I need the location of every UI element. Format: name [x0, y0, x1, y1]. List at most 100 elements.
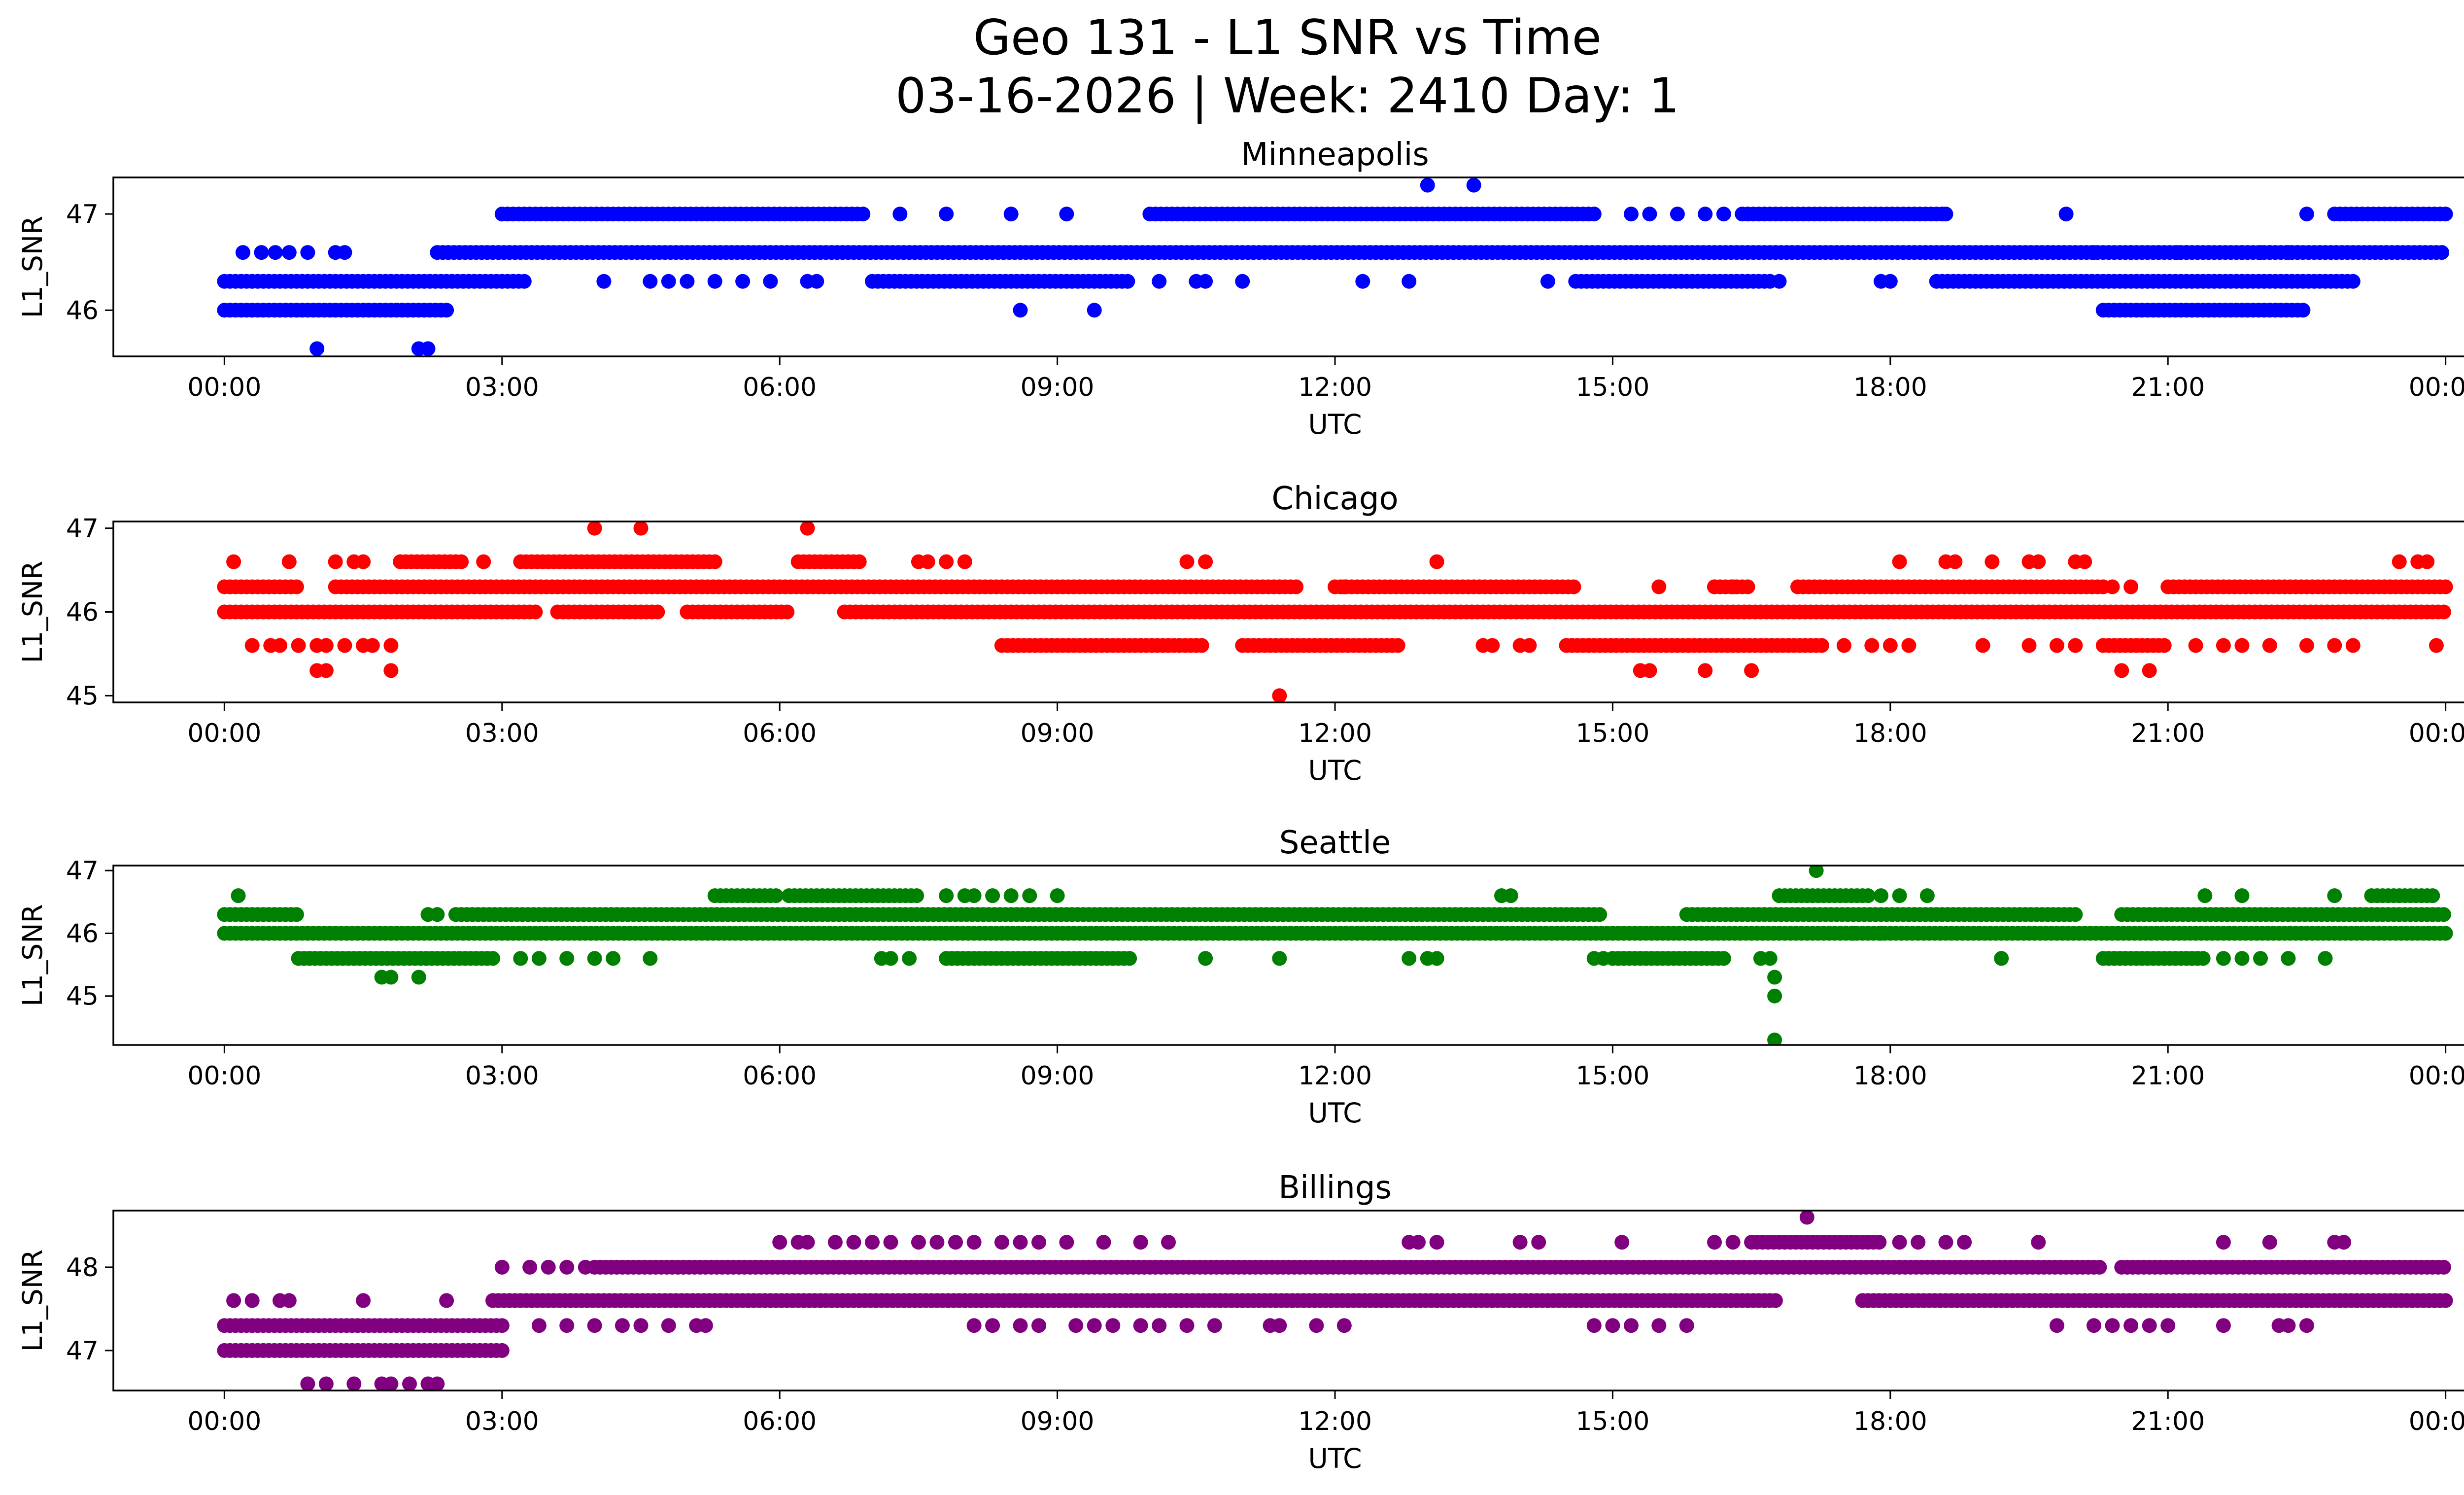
data-point	[1133, 1235, 1148, 1250]
point-run-2-3	[2095, 951, 2211, 966]
data-point	[1901, 638, 1916, 653]
data-point	[522, 1259, 538, 1275]
y-tick-label: 47	[66, 200, 99, 229]
data-point	[1512, 1235, 1528, 1250]
subplot-billings: 00:00 03:00 06:00 09:00 12:00 15:00 18:00 21:00…	[17, 1170, 2464, 1474]
x-tick-label: 09:00	[1021, 719, 1095, 748]
data-point	[1614, 1235, 1630, 1250]
x-tick-label: 15:00	[1575, 373, 1649, 402]
data-point	[1596, 951, 1611, 966]
data-point	[957, 554, 972, 569]
data-point	[430, 1376, 445, 1391]
data-point	[698, 1318, 713, 1333]
y-axis-label: L1_SNR	[17, 904, 48, 1006]
point-run-2-2	[790, 554, 867, 569]
data-point	[2253, 951, 2268, 966]
x-axis-label: UTC	[1308, 1097, 1362, 1129]
data-point	[939, 888, 954, 904]
data-point	[1642, 207, 1657, 222]
data-point	[1679, 1318, 1694, 1333]
data-point	[254, 245, 269, 260]
data-point	[244, 638, 260, 653]
data-point	[244, 1293, 260, 1308]
x-tick-label: 00:00	[187, 373, 261, 402]
data-point	[994, 1235, 1009, 1250]
data-point	[2327, 888, 2342, 904]
point-run-4-0	[1744, 1235, 1887, 1250]
data-point	[289, 907, 304, 922]
data-point	[273, 638, 287, 653]
data-point	[661, 274, 676, 289]
point-run-1-0	[217, 907, 304, 922]
data-point	[1022, 888, 1037, 904]
data-point	[1194, 638, 1209, 653]
data-point	[1355, 274, 1370, 289]
data-point	[2392, 554, 2407, 569]
y-tick-label: 46	[66, 296, 99, 325]
data-point	[1207, 1318, 1222, 1333]
point-run-2-1	[939, 951, 1137, 966]
y-tick-label: 46	[66, 919, 99, 948]
data-point	[2087, 245, 2101, 260]
point-run-0-0	[217, 604, 543, 620]
data-point	[1874, 888, 1888, 904]
data-point	[2068, 638, 2083, 653]
data-point	[2092, 1259, 2107, 1275]
data-point	[650, 604, 665, 620]
data-point	[2262, 1235, 2277, 1250]
data-point	[1846, 926, 1861, 941]
data-point	[411, 970, 426, 985]
point-run-1-0	[430, 245, 2450, 260]
data-point	[383, 663, 399, 678]
data-point	[476, 554, 491, 569]
data-point	[1013, 303, 1028, 318]
data-point	[1235, 274, 1250, 289]
subplot-title: Billings	[1278, 1170, 1392, 1206]
data-point	[2077, 554, 2092, 569]
data-point	[735, 274, 751, 289]
data-point	[1892, 554, 1907, 569]
point-run-0-3	[837, 604, 2451, 620]
data-point	[1698, 663, 1713, 678]
data-point	[1836, 638, 1851, 653]
x-tick-label: 03:00	[465, 719, 539, 748]
x-tick-label: 06:00	[743, 373, 817, 402]
data-point	[2429, 638, 2444, 653]
point-run-1-0	[217, 579, 304, 594]
data-point	[661, 1318, 676, 1333]
point-run-2-1	[513, 554, 722, 569]
data-point	[2262, 245, 2277, 260]
data-point	[559, 951, 575, 966]
data-point	[1087, 303, 1102, 318]
data-point	[1152, 274, 1167, 289]
data-point	[2151, 245, 2166, 260]
data-point	[383, 1376, 399, 1391]
data-point	[1013, 1318, 1028, 1333]
data-point	[1892, 888, 1907, 904]
data-point	[578, 1259, 593, 1275]
data-point	[1651, 579, 1667, 594]
data-point	[2105, 579, 2120, 594]
data-point	[1466, 177, 1481, 193]
data-point	[1642, 663, 1657, 678]
data-point	[1120, 274, 1135, 289]
data-point	[430, 907, 445, 922]
data-point	[2105, 1318, 2120, 1333]
y-tick-label: 47	[66, 514, 99, 544]
data-point	[1772, 274, 1787, 289]
data-point	[939, 207, 954, 222]
data-point	[966, 1235, 982, 1250]
x-axis-label: UTC	[1308, 409, 1362, 440]
point-run-3-3	[2095, 638, 2172, 653]
data-point	[439, 1293, 454, 1308]
data-point	[289, 579, 304, 594]
y-tick-label: 47	[66, 856, 99, 886]
data-point	[2281, 951, 2296, 966]
x-axis-label: UTC	[1308, 755, 1362, 786]
y-tick-label: 46	[66, 598, 99, 627]
data-point	[643, 274, 658, 289]
data-point	[929, 1235, 945, 1250]
data-point	[2058, 207, 2074, 222]
data-point	[226, 1293, 241, 1308]
